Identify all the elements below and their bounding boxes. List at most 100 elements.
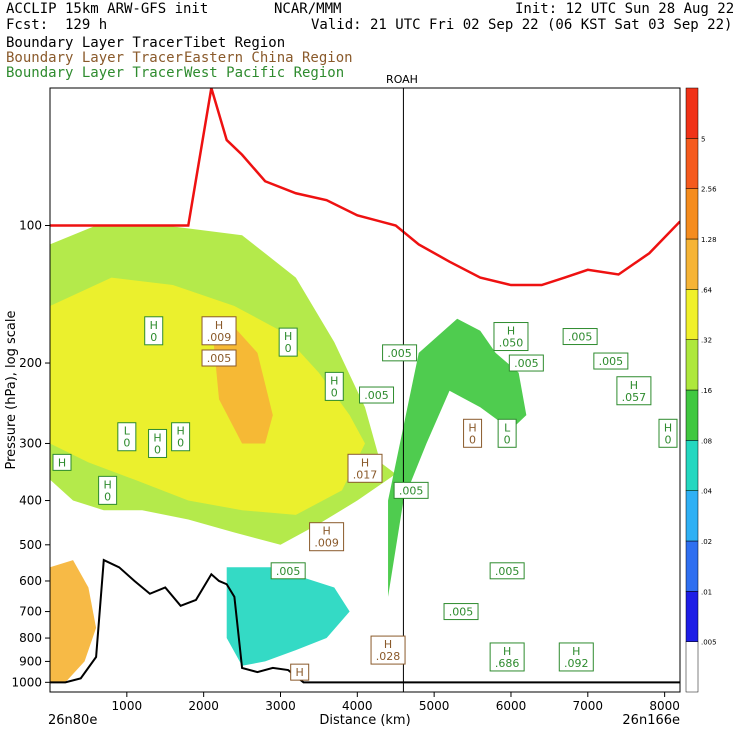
- tracer-label-eastchina: Boundary Layer Tracer: [6, 50, 184, 66]
- extremum-label: .005: [489, 562, 525, 580]
- y-tick-label: 100: [19, 219, 42, 233]
- extremum-text: .686: [495, 657, 520, 670]
- y-tick-label: 1000: [11, 675, 42, 689]
- extremum-text: H: [284, 330, 292, 343]
- extremum-text: .009: [207, 331, 232, 344]
- extremum-box: [359, 386, 395, 404]
- colorbar-label: .01: [701, 588, 712, 596]
- x-tick-label: 3000: [265, 699, 296, 713]
- extremum-text: L: [504, 421, 511, 434]
- extremum-label: H0: [171, 422, 191, 452]
- extremum-box: [290, 663, 310, 681]
- tracer-region-lowblue: [226, 567, 350, 666]
- extremum-text: .009: [314, 537, 339, 550]
- extremum-text: .028: [376, 650, 401, 663]
- extremum-text: .050: [499, 337, 524, 350]
- extremum-box: [270, 562, 306, 580]
- extremum-box: [309, 522, 345, 552]
- extremum-label: .005: [393, 481, 429, 499]
- extremum-label: H0: [278, 327, 298, 357]
- y-tick-label: 300: [19, 436, 42, 450]
- valid-time: Valid: 21 UTC Fri 02 Sep 22 (06 KST Sat …: [311, 17, 733, 33]
- extremum-label: H.057: [616, 376, 652, 406]
- extremum-label: .005: [443, 603, 479, 621]
- extremum-label: H.686: [489, 642, 525, 672]
- extremum-box: [443, 603, 479, 621]
- left-endpoint-label: 26n80e: [48, 713, 97, 728]
- extremum-box: [201, 349, 237, 367]
- extremum-label: H0: [144, 316, 164, 346]
- extremum-text: H: [572, 645, 580, 658]
- y-tick-label: 200: [19, 356, 42, 370]
- extremum-box: [98, 475, 118, 505]
- extremum-label: H0: [98, 475, 118, 505]
- extremum-text: H: [58, 456, 66, 469]
- extremum-text: 0: [177, 437, 184, 450]
- extremum-text: .005: [568, 331, 593, 344]
- extremum-box: [463, 418, 483, 448]
- extremum-box: [658, 418, 678, 448]
- x-tick-label: 2000: [188, 699, 219, 713]
- extremum-label: L0: [497, 418, 517, 448]
- extremum-label: .005: [593, 352, 629, 370]
- extremum-box: [52, 453, 72, 471]
- colorbar-swatch: [685, 641, 699, 693]
- init-time: Init: 12 UTC Sun 28 Aug 22: [515, 1, 735, 17]
- y-tick-label: 400: [19, 494, 42, 508]
- colorbar-swatch: [685, 289, 699, 340]
- extremum-text: H: [176, 425, 184, 438]
- y-tick-label: 900: [19, 654, 42, 668]
- extremum-box: [493, 322, 529, 352]
- colorbar-label: 2.56: [701, 186, 717, 194]
- colorbar-swatch: [685, 540, 699, 592]
- extremum-box: [593, 352, 629, 370]
- tracer-region-orange2: [50, 560, 97, 683]
- y-tick-label: 800: [19, 631, 42, 645]
- colorbar-label: .08: [701, 437, 712, 445]
- extremum-label: H.092: [558, 642, 594, 672]
- extremum-text: 0: [123, 437, 130, 450]
- y-axis-label: Pressure (hPa), log scale: [4, 311, 19, 470]
- extremum-text: .017: [353, 468, 378, 481]
- extremum-label: .005: [270, 562, 306, 580]
- colorbar-label: 5: [701, 135, 705, 143]
- extremum-text: H: [384, 638, 392, 651]
- extremum-box: [382, 344, 418, 362]
- right-endpoint-label: 26n166e: [622, 713, 680, 728]
- extremum-text: H: [296, 666, 304, 679]
- tracer-region-tibet: Tibet Region: [184, 35, 286, 51]
- colorbar-swatch: [685, 490, 699, 542]
- extremum-box: [144, 316, 164, 346]
- extremum-box: [347, 453, 383, 483]
- colorbar-label: .32: [701, 337, 712, 345]
- x-tick-label: 8000: [649, 699, 680, 713]
- extremum-box: [148, 428, 168, 458]
- extremum-text: H: [361, 456, 369, 469]
- extremum-label: .005: [562, 328, 598, 346]
- y-tick-label: 600: [19, 574, 42, 588]
- colorbar-swatch: [685, 591, 699, 642]
- tracer-region-pacific: [388, 318, 527, 597]
- extremum-box: [201, 316, 237, 346]
- tracer-region-core: [50, 277, 365, 515]
- plot-frame: [49, 87, 681, 693]
- y-tick-label: 500: [19, 538, 42, 552]
- x-tick-label: 4000: [342, 699, 373, 713]
- extremum-text: H: [153, 431, 161, 444]
- extremum-box: [324, 371, 344, 401]
- extremum-text: H: [507, 325, 515, 338]
- colorbar-label: .005: [701, 639, 717, 647]
- tracer-region-wpacific: West Pacific Region: [184, 65, 345, 81]
- extremum-label: .005: [201, 349, 237, 367]
- extremum-box: [171, 422, 191, 452]
- extremum-label: H.028: [370, 635, 406, 665]
- extremum-label: H.050: [493, 322, 529, 352]
- extremum-text: 0: [665, 433, 672, 446]
- extremum-label: H0: [324, 371, 344, 401]
- tracer-label-tibet: Boundary Layer Tracer: [6, 35, 184, 51]
- marker-label: ROAH: [386, 73, 418, 86]
- extremum-box: [497, 418, 517, 448]
- extremum-text: H: [503, 645, 511, 658]
- colorbar-swatch: [685, 188, 699, 240]
- model-title: ACCLIP 15km ARW-GFS init: [6, 1, 209, 17]
